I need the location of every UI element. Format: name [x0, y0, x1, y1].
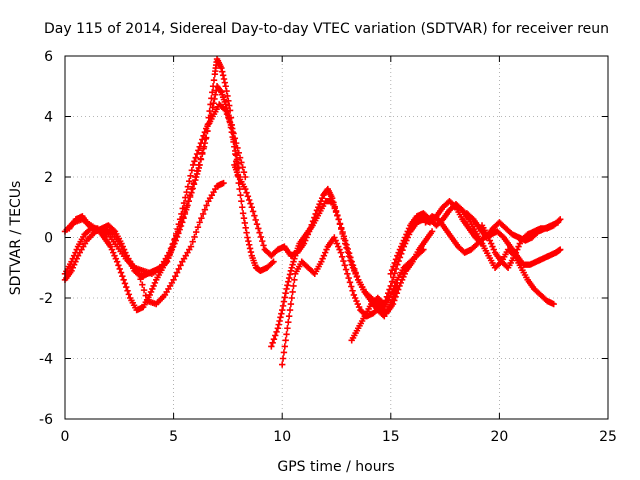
- y-tick-label: -6: [39, 412, 53, 428]
- x-tick-label: 25: [599, 429, 617, 445]
- x-tick-label: 10: [273, 429, 291, 445]
- y-tick-label: 2: [44, 170, 53, 186]
- y-axis-label: SDTVAR / TECUs: [8, 181, 24, 296]
- x-tick-label: 0: [61, 429, 70, 445]
- y-tick-label: 6: [44, 49, 53, 65]
- y-tick-label: -2: [39, 291, 53, 307]
- series-sat-5: [231, 161, 401, 320]
- tick-labels: 0 5 10 15 20 25 -6 -4 -2 0 2 4 6: [39, 49, 617, 445]
- data-points: [61, 55, 564, 368]
- series-sat-3: [61, 179, 227, 308]
- point-markers: [231, 161, 401, 320]
- x-tick-label: 15: [382, 429, 400, 445]
- axis-ticks: [64, 55, 609, 420]
- x-axis-label: GPS time / hours: [277, 459, 394, 475]
- y-tick-label: 0: [44, 231, 53, 247]
- point-markers: [478, 216, 564, 271]
- point-markers: [66, 101, 249, 281]
- x-tick-label: 5: [169, 429, 178, 445]
- point-markers: [61, 179, 227, 308]
- y-tick-label: -4: [39, 352, 53, 368]
- x-tick-label: 20: [490, 429, 508, 445]
- y-tick-label: 4: [44, 110, 53, 126]
- point-markers: [279, 228, 436, 368]
- series-sat-7: [279, 228, 436, 368]
- chart-title: Day 115 of 2014, Sidereal Day-to-day VTE…: [44, 21, 609, 37]
- series-sat-12: [478, 216, 564, 271]
- series-sat-4: [66, 101, 249, 281]
